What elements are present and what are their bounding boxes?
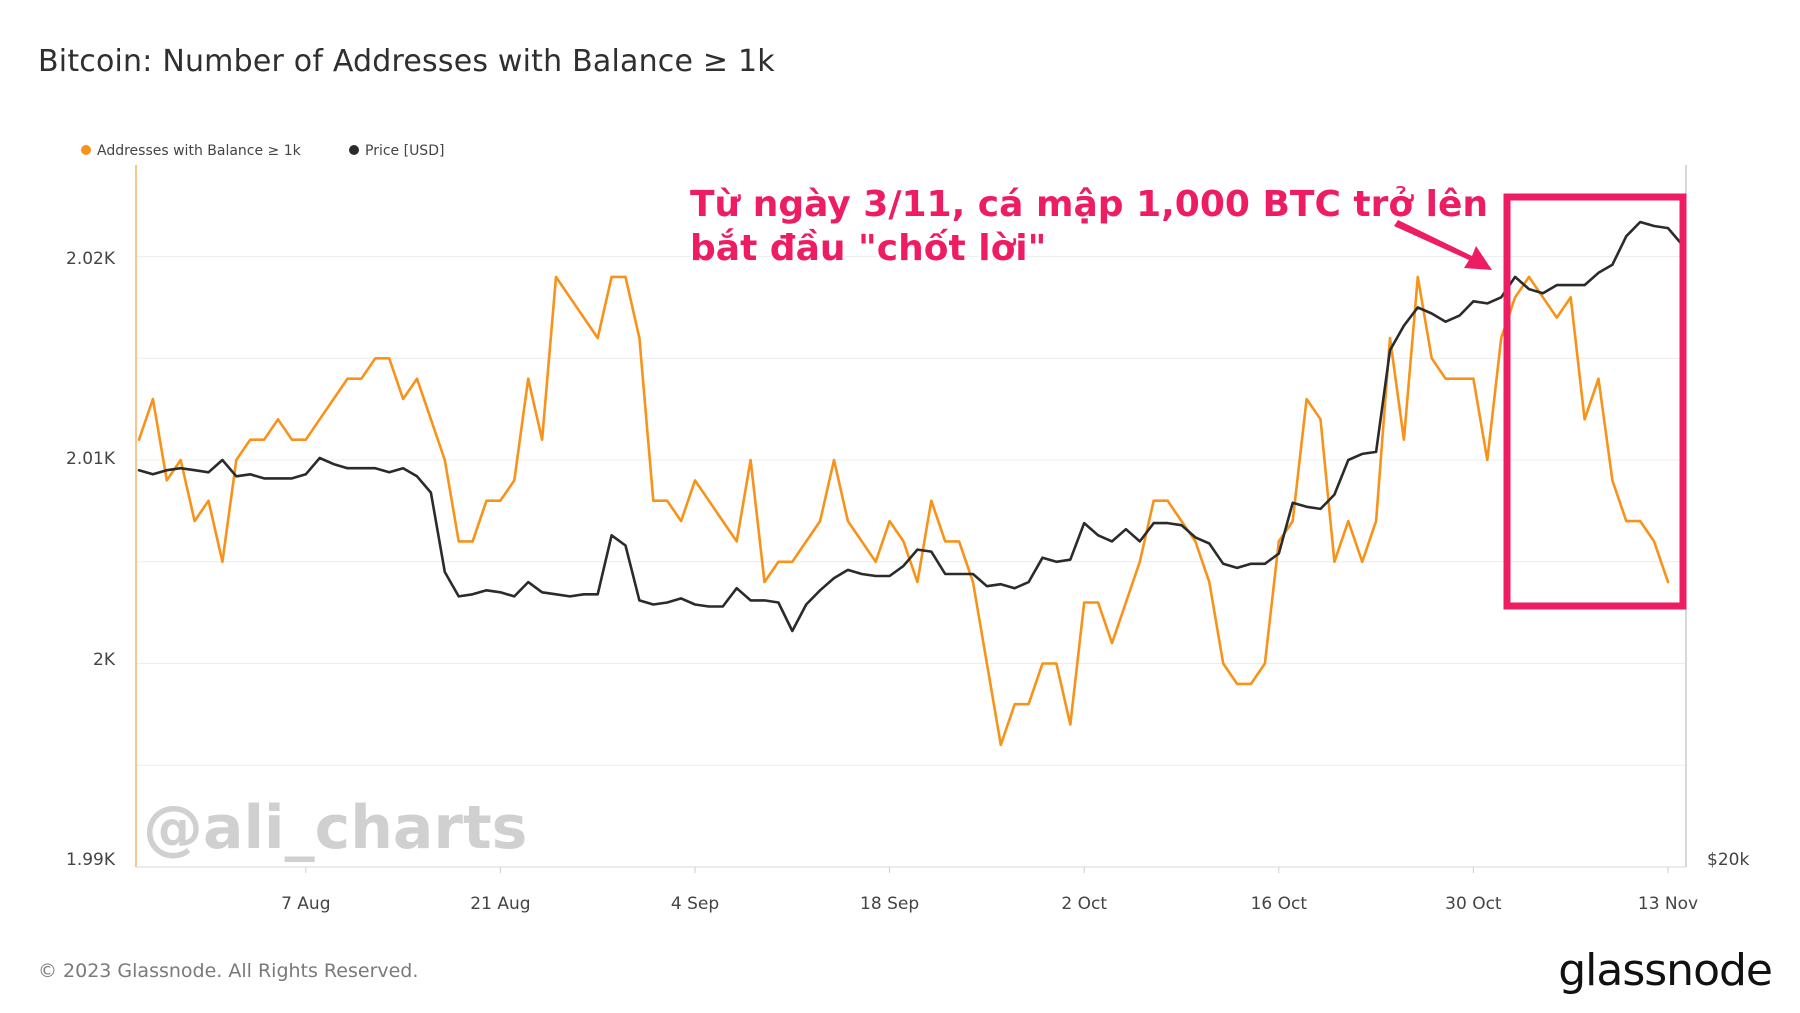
- series-line-price[interactable]: [137, 220, 1684, 633]
- annotation: Từ ngày 3/11, cá mập 1,000 BTC trở lên b…: [688, 182, 1687, 610]
- y-axis-left: 1.99K 2K 2.01K 2.02K: [66, 249, 116, 870]
- y-tick-label: 2.01K: [66, 449, 116, 469]
- legend-label-price[interactable]: Price [USD]: [365, 143, 444, 159]
- x-tick-label: 7 Aug: [281, 894, 330, 914]
- highlight-box: [1503, 193, 1687, 610]
- x-tick-label: 13 Nov: [1638, 894, 1698, 914]
- series-line-addresses[interactable]: [137, 275, 1670, 747]
- legend: Addresses with Balance ≥ 1k Price [USD]: [81, 143, 444, 159]
- y-right-tick-label: $20k: [1707, 850, 1749, 870]
- callout-text-line-1: Từ ngày 3/11, cá mập 1,000 BTC trở lên: [690, 184, 1488, 225]
- y-tick-label: 2.02K: [66, 249, 116, 269]
- callout-text-line-2: bắt đầu "chốt lời": [690, 228, 1046, 269]
- x-tick-label: 18 Sep: [860, 894, 919, 914]
- y-tick-label: 1.99K: [66, 850, 116, 870]
- legend-swatch-addresses: [81, 145, 91, 155]
- x-axis: 7 Aug 21 Aug 4 Sep 18 Sep 2 Oct 16 Oct 30 Oct 1…: [281, 867, 1698, 914]
- callout-arrow: [1394, 220, 1492, 270]
- legend-label-addresses[interactable]: Addresses with Balance ≥ 1k: [97, 143, 302, 159]
- y-tick-label: 2K: [93, 650, 116, 670]
- y-axis-right: $20k: [1707, 850, 1749, 870]
- chart-title: Bitcoin: Number of Addresses with Balanc…: [38, 44, 775, 79]
- gridlines: [136, 256, 1686, 766]
- x-tick-label: 4 Sep: [671, 894, 719, 914]
- plot-frame: [135, 165, 1687, 868]
- x-tick-label: 30 Oct: [1445, 894, 1502, 914]
- watermark: @ali_charts: [143, 793, 527, 863]
- x-tick-label: 21 Aug: [470, 894, 530, 914]
- x-tick-label: 2 Oct: [1061, 894, 1107, 914]
- glassnode-logo[interactable]: glassnode: [1558, 945, 1773, 996]
- series-lines: [137, 220, 1684, 747]
- x-tick-label: 16 Oct: [1251, 894, 1308, 914]
- legend-swatch-price: [349, 145, 359, 155]
- footer-copyright: © 2023 Glassnode. All Rights Reserved.: [38, 960, 419, 982]
